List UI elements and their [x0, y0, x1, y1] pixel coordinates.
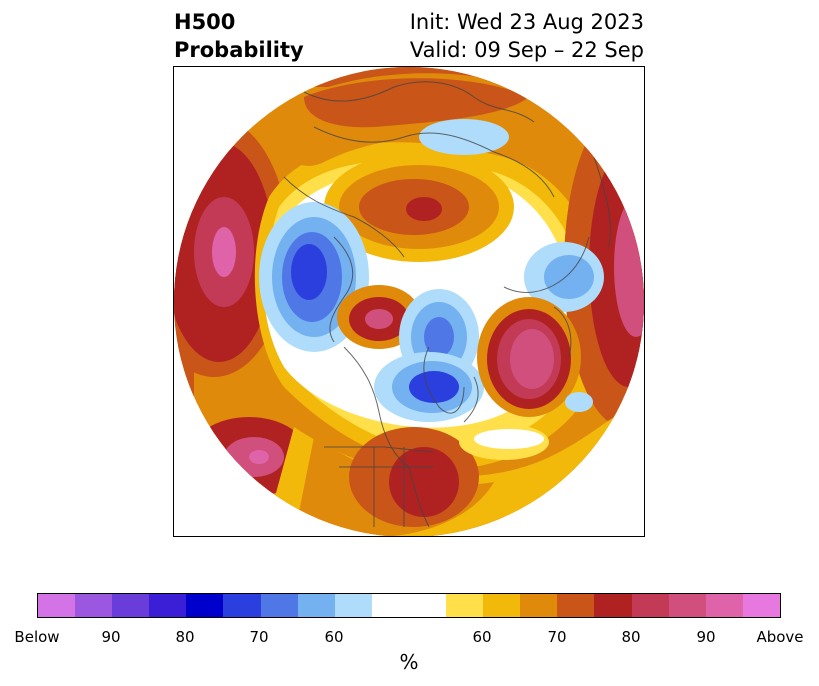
colorbar-segment: [223, 594, 261, 617]
top-band-inner: [304, 78, 529, 128]
colorbar-segment: [75, 594, 113, 617]
colorbar: [37, 593, 781, 618]
colorbar-tick-label: 70: [249, 628, 269, 646]
colorbar-segment: [631, 594, 669, 617]
anomaly-eastern-us-high: [349, 427, 479, 527]
colorbar-segment: [408, 594, 447, 617]
anomaly-n-atlantic-high: [477, 297, 581, 417]
title-variable: H500: [174, 10, 236, 34]
colorbar-segment: [38, 594, 76, 617]
title-type: Probability: [174, 38, 304, 62]
colorbar-segment: [334, 594, 372, 617]
colorbar-segment: [742, 594, 780, 617]
coastlines: [283, 81, 611, 528]
colorbar-tick-label: 70: [547, 628, 567, 646]
colorbar-segment: [149, 594, 187, 617]
colorbar-segment: [446, 594, 484, 617]
title-left: H500 Probability: [174, 8, 304, 64]
colorbar-tick-label: 90: [101, 628, 121, 646]
title-right: Init: Wed 23 Aug 2023 Valid: 09 Sep – 22…: [410, 8, 644, 64]
colorbar-tick-label: 90: [696, 628, 716, 646]
colorbar-segment: [483, 594, 521, 617]
init-date: Init: Wed 23 Aug 2023: [409, 10, 644, 34]
colorbar-segment: [557, 594, 595, 617]
colorbar-segment: [297, 594, 335, 617]
anomaly-hudson-bay-low: [374, 352, 484, 422]
colorbar-segment: [520, 594, 558, 617]
colorbar-unit: %: [399, 650, 419, 674]
colorbar-tick-label: Below: [14, 628, 60, 646]
neutral-gap-inner: [474, 429, 544, 449]
colorbar-tick-label: 80: [175, 628, 195, 646]
colorbar-tick-label: 80: [621, 628, 641, 646]
map-panel: [173, 66, 645, 537]
anomaly-w-europe-high: [564, 107, 644, 427]
anomaly-iberia-below: [565, 392, 593, 412]
colorbar-segment: [705, 594, 743, 617]
anomaly-top-below: [419, 119, 509, 155]
colorbar-segment: [668, 594, 706, 617]
colorbar-segment: [112, 594, 150, 617]
anomaly-central-russia-high: [324, 152, 514, 262]
colorbar-segment: [260, 594, 298, 617]
colorbar-segment: [371, 594, 409, 617]
colorbar-tick-label: 60: [472, 628, 492, 646]
colorbar-segment: [594, 594, 632, 617]
anomaly-scandinavia-low: [524, 242, 604, 312]
colorbar-tick-label: Above: [756, 628, 804, 646]
colorbar-segment: [186, 594, 224, 617]
valid-range: Valid: 09 Sep – 22 Sep: [409, 38, 644, 62]
probability-map: [174, 67, 644, 536]
colorbar-tick-label: 60: [324, 628, 344, 646]
